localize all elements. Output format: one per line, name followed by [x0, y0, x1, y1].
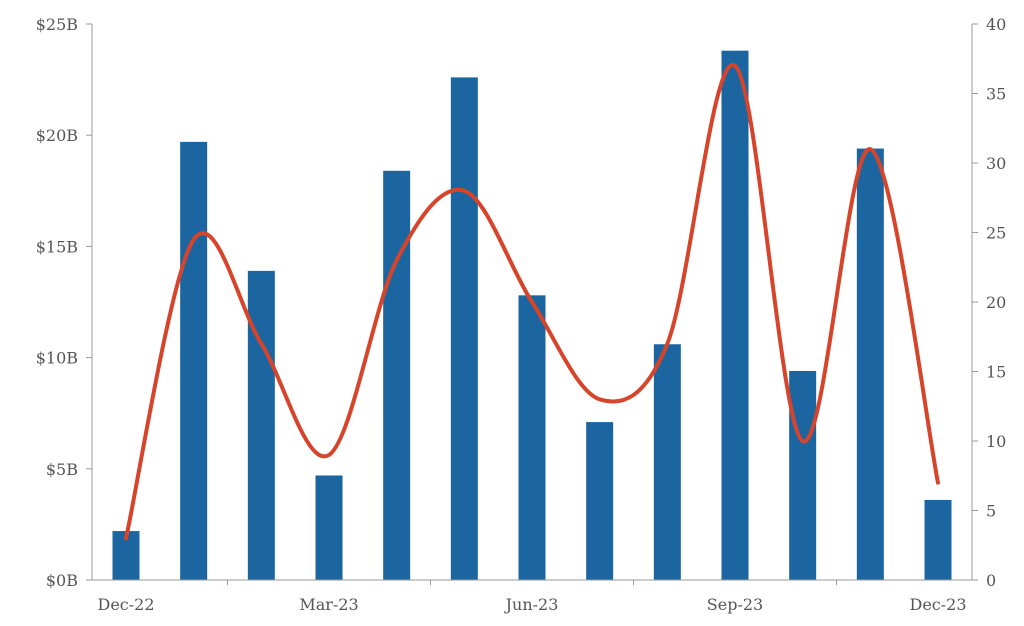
bar-Nov-23 [856, 148, 884, 580]
bar-Mar-23 [315, 475, 343, 580]
tick-labels: $0B $5B $10B $15B $20B $25B 0 5 10 15 20 25 30 35 40 De… [36, 15, 1007, 614]
left-y-tick-label: $5B [46, 460, 78, 479]
right-y-tick-label: 20 [986, 293, 1006, 312]
x-tick-label: Dec-22 [97, 595, 154, 614]
right-y-tick-label: 10 [986, 432, 1006, 451]
bar-Dec-23 [924, 499, 952, 580]
bar-Jun-23 [518, 295, 546, 580]
count-line [124, 63, 940, 541]
left-y-tick-label: $10B [36, 349, 78, 368]
left-y-tick-label: $20B [36, 126, 78, 145]
right-y-tick-label: 35 [986, 85, 1006, 104]
right-y-tick-label: 40 [986, 15, 1006, 34]
right-y-tick-label: 30 [986, 154, 1006, 173]
bar-Feb-23 [247, 270, 275, 580]
line-series [124, 63, 940, 541]
bar-Oct-23 [789, 370, 817, 580]
bar-Jan-23 [180, 141, 208, 580]
bar-May-23 [450, 77, 478, 580]
x-tick-label: Jun-23 [504, 595, 559, 614]
bar-series [112, 50, 952, 581]
x-tick-label: Mar-23 [299, 595, 358, 614]
right-y-tick-label: 0 [986, 571, 996, 590]
right-y-tick-label: 5 [986, 502, 996, 521]
axes [86, 23, 978, 585]
right-y-tick-label: 15 [986, 363, 1006, 382]
left-y-tick-label: $25B [36, 15, 78, 34]
left-y-tick-label: $15B [36, 237, 78, 256]
bar-Sep-23 [721, 50, 749, 581]
right-y-tick-label: 25 [986, 224, 1006, 243]
bar-Jul-23 [586, 422, 614, 580]
left-y-tick-label: $0B [46, 571, 78, 590]
bar-Aug-23 [653, 344, 681, 580]
x-tick-label: Sep-23 [707, 595, 763, 614]
bar-Apr-23 [383, 170, 411, 580]
x-tick-label: Dec-23 [909, 595, 966, 614]
